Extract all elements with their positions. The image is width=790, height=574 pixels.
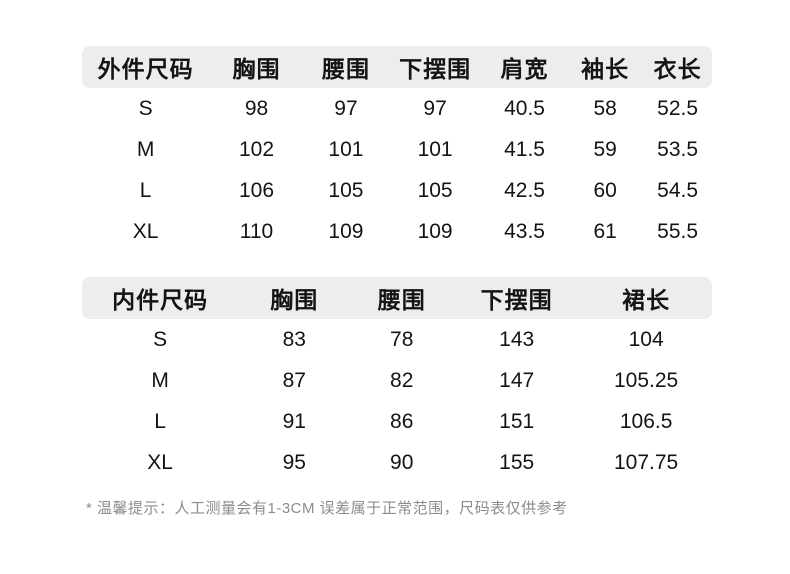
table-cell: 78 [390, 327, 414, 351]
table-cell: 82 [390, 368, 414, 392]
table-cell: 147 [499, 368, 535, 392]
size-label: M [151, 368, 169, 392]
table-cell: 102 [238, 137, 275, 161]
size-label: S [153, 327, 168, 351]
table-cell: 98 [244, 96, 269, 120]
table-gap [82, 252, 712, 277]
table-cell: 55.5 [657, 219, 699, 243]
table-row: M 102 101 101 41.5 59 53.5 [82, 129, 712, 170]
size-label: XL [132, 219, 159, 243]
outer-header-size: 外件尺码 [97, 56, 194, 82]
table-row: L 106 105 105 42.5 60 54.5 [82, 170, 712, 211]
outer-header-waist: 腰围 [321, 56, 370, 82]
table-row: S 98 97 97 40.5 58 52.5 [82, 88, 712, 129]
table-cell: 97 [334, 96, 358, 120]
table-cell: 143 [499, 327, 535, 351]
table-cell: 97 [423, 96, 447, 120]
table-cell: 87 [282, 368, 306, 392]
outer-header-shoulder: 肩宽 [500, 56, 549, 82]
inner-header-hem: 下摆围 [480, 287, 553, 313]
table-cell: 107.75 [614, 450, 679, 474]
table-cell: 151 [499, 409, 535, 433]
outer-header-length: 衣长 [653, 56, 702, 82]
table-cell: 52.5 [657, 96, 699, 120]
table-row: L 91 86 151 106.5 [82, 401, 712, 442]
table-cell: 105.25 [614, 368, 679, 392]
table-cell: 110 [239, 219, 274, 243]
size-label: M [136, 137, 155, 161]
size-label: L [139, 178, 152, 202]
inner-table-header-row: 内件尺码 胸围 腰围 下摆围 裙长 [82, 277, 712, 319]
inner-size-table: 内件尺码 胸围 腰围 下摆围 裙长 S 83 78 143 104 M 87 8… [82, 277, 712, 483]
size-label: XL [147, 450, 173, 474]
table-cell: 106.5 [619, 409, 673, 433]
table-cell: 109 [417, 219, 453, 243]
table-row: XL 95 90 155 107.75 [82, 442, 712, 483]
inner-header-skirt-length: 裙长 [622, 287, 671, 313]
outer-size-table: 外件尺码 胸围 腰围 下摆围 肩宽 袖长 衣长 S 98 97 97 40.5 … [82, 46, 712, 252]
table-cell: 101 [417, 137, 453, 161]
table-cell: 58 [593, 96, 617, 120]
table-cell: 95 [282, 450, 306, 474]
table-cell: 53.5 [657, 137, 699, 161]
table-cell: 101 [328, 137, 364, 161]
table-cell: 105 [417, 178, 453, 202]
table-row: XL 110 109 109 43.5 61 55.5 [82, 211, 712, 252]
size-chart: 外件尺码 胸围 腰围 下摆围 肩宽 袖长 衣长 S 98 97 97 40.5 … [82, 0, 712, 518]
table-cell: 91 [282, 409, 306, 433]
table-cell: 155 [499, 450, 535, 474]
outer-header-sleeve: 袖长 [581, 56, 630, 82]
table-row: S 83 78 143 104 [82, 319, 712, 360]
outer-table-header-row: 外件尺码 胸围 腰围 下摆围 肩宽 袖长 衣长 [82, 46, 712, 88]
table-cell: 104 [628, 327, 664, 351]
inner-header-waist: 腰围 [377, 287, 426, 313]
table-cell: 43.5 [504, 219, 545, 243]
table-cell: 41.5 [504, 137, 545, 161]
outer-header-bust: 胸围 [232, 56, 281, 82]
measurement-note: * 温馨提示：人工测量会有1-3CM 误差属于正常范围，尺码表仅供参考 [86, 500, 568, 517]
table-cell: 54.5 [657, 178, 699, 202]
outer-header-hem: 下摆围 [399, 56, 472, 82]
table-cell: 106 [238, 178, 275, 202]
table-cell: 59 [593, 137, 617, 161]
size-label: L [154, 409, 166, 433]
table-cell: 83 [282, 327, 306, 351]
table-cell: 60 [593, 178, 617, 202]
table-cell: 61 [593, 219, 617, 243]
inner-header-size: 内件尺码 [112, 287, 209, 313]
table-cell: 42.5 [504, 178, 545, 202]
table-cell: 90 [390, 450, 414, 474]
table-cell: 109 [328, 219, 364, 243]
inner-header-bust: 胸围 [270, 287, 319, 313]
size-label: S [138, 96, 153, 120]
table-row: M 87 82 147 105.25 [82, 360, 712, 401]
table-cell: 40.5 [504, 96, 545, 120]
table-cell: 86 [390, 409, 414, 433]
table-cell: 105 [328, 178, 364, 202]
